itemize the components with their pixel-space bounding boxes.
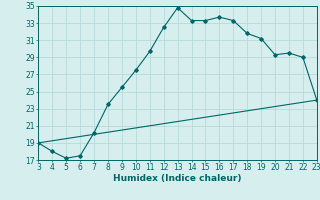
- X-axis label: Humidex (Indice chaleur): Humidex (Indice chaleur): [113, 174, 242, 183]
